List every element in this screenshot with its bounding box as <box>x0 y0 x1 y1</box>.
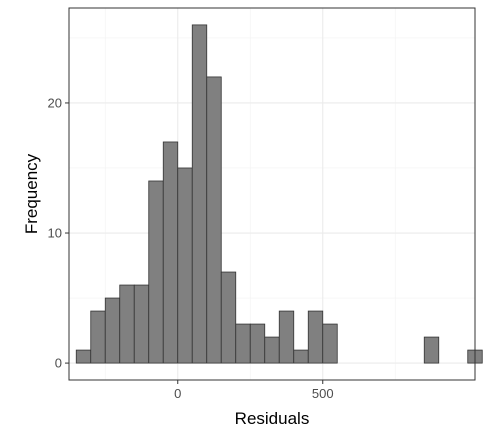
histogram-bar <box>191 24 208 364</box>
x-tick-label: 0 <box>174 386 181 401</box>
histogram-bar <box>307 310 324 364</box>
histogram-bars <box>75 24 483 364</box>
histogram-bar <box>119 284 135 364</box>
y-axis-ticks: 0 10 20 <box>48 95 69 371</box>
histogram-bar <box>75 349 92 364</box>
x-tick-label: 500 <box>312 386 334 401</box>
histogram-bar <box>104 297 121 364</box>
histogram-bar <box>177 167 193 364</box>
histogram-bar <box>162 141 179 364</box>
histogram-bar <box>148 180 164 364</box>
y-axis-title: Frequency <box>22 153 41 234</box>
histogram-bar <box>235 323 251 364</box>
histogram-bar <box>220 271 237 364</box>
y-tick-label: 20 <box>48 95 62 110</box>
histogram-bar <box>264 336 280 364</box>
histogram-bar <box>278 310 295 364</box>
y-tick-label: 0 <box>55 356 62 371</box>
x-axis-ticks: 0 500 <box>174 380 334 401</box>
histogram-bar <box>423 336 440 364</box>
histogram-bar <box>293 349 309 364</box>
histogram-bar <box>90 310 106 364</box>
histogram-bar <box>249 323 266 364</box>
histogram-bar <box>133 284 150 364</box>
plot-panel-border <box>68 7 476 381</box>
histogram-bar <box>206 76 222 364</box>
y-tick-label: 10 <box>48 226 62 241</box>
histogram-bar <box>322 323 338 364</box>
x-axis-title: Residuals <box>235 409 310 428</box>
